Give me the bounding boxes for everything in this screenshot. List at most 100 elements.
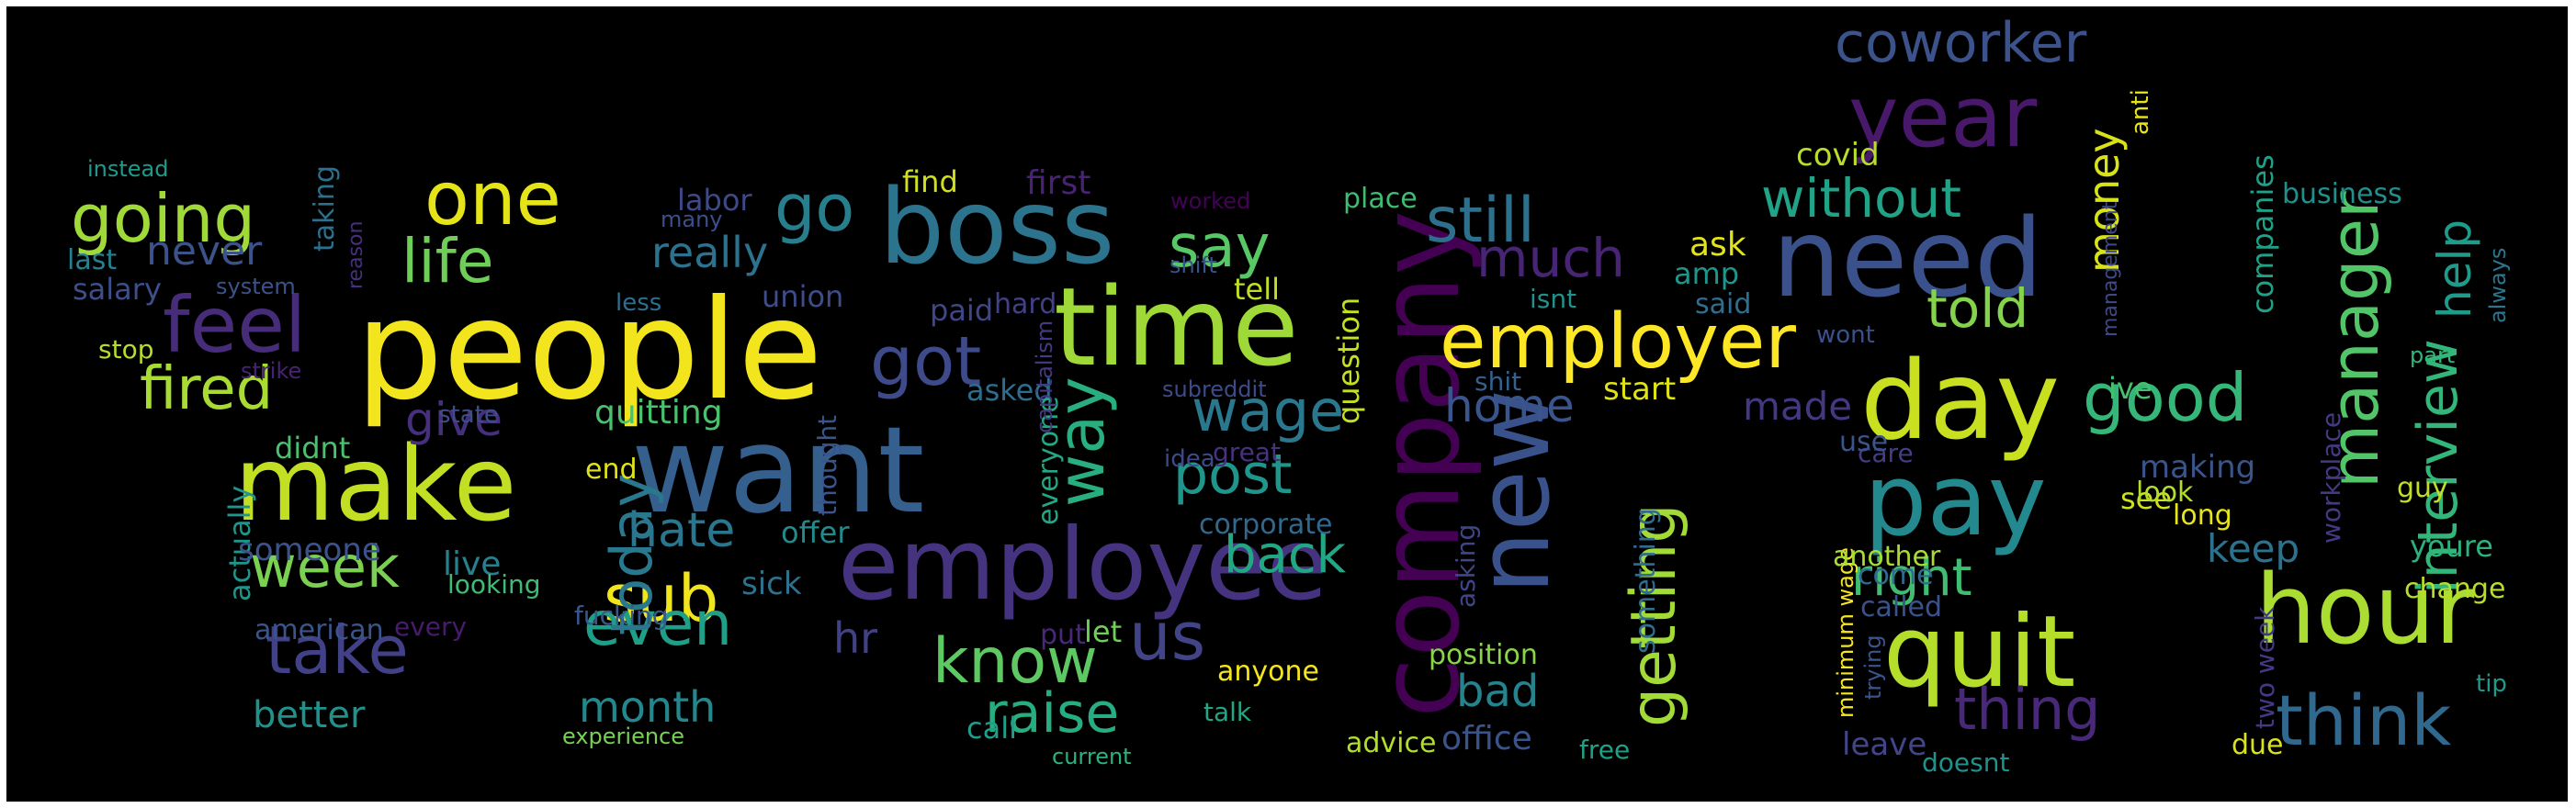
word-asking: asking: [1451, 523, 1481, 608]
word-raise: raise: [985, 681, 1120, 746]
word-think: think: [2276, 679, 2452, 761]
word-even: even: [583, 589, 733, 659]
word-covid: covid: [1796, 137, 1880, 174]
word-isnt: isnt: [1530, 284, 1577, 314]
word-great: great: [1213, 437, 1282, 467]
word-something: something: [1630, 508, 1662, 654]
word-really: really: [651, 228, 769, 277]
word-leave: leave: [1842, 726, 1927, 763]
word-find: find: [902, 164, 958, 199]
word-free: free: [1579, 735, 1631, 765]
word-see: see: [2120, 481, 2173, 516]
word-instead: instead: [87, 156, 169, 182]
word-paid: paid: [930, 293, 994, 328]
word-week: week: [250, 533, 400, 600]
word-use: use: [1839, 426, 1889, 458]
word-take: take: [266, 612, 409, 689]
word-reason: reason: [345, 220, 367, 289]
word-one: one: [424, 156, 561, 241]
word-put: put: [1040, 619, 1086, 651]
word-stop: stop: [98, 334, 154, 365]
word-position: position: [1429, 639, 1538, 671]
word-guy: guy: [2397, 472, 2448, 504]
word-need: need: [1772, 195, 2043, 321]
word-care: care: [1858, 438, 1914, 468]
word-live: live: [443, 545, 502, 583]
word-companies: companies: [2245, 154, 2280, 314]
word-back: back: [1224, 525, 1347, 585]
word-come: come: [1858, 559, 1934, 591]
word-didnt: didnt: [275, 431, 351, 466]
word-start: start: [1603, 371, 1677, 408]
word-quitting: quitting: [594, 394, 723, 432]
word-many: many: [661, 207, 723, 232]
word-thought: thought: [812, 414, 842, 516]
word-office: office: [1441, 720, 1532, 758]
word-coworker: coworker: [1835, 11, 2087, 75]
word-anti: anti: [2127, 89, 2154, 135]
word-due: due: [2231, 729, 2284, 761]
word-thing: thing: [1954, 676, 2101, 743]
word-want: want: [631, 400, 925, 540]
word-two-week: two week: [2250, 606, 2280, 729]
word-hard: hard: [994, 288, 1057, 320]
word-business: business: [2282, 178, 2402, 210]
word-give: give: [405, 393, 503, 446]
word-still: still: [1426, 185, 1535, 257]
word-ask: ask: [1689, 226, 1746, 264]
word-time: time: [1054, 264, 1299, 390]
word-hr: hr: [833, 613, 878, 663]
word-capitalism: capitalism: [1032, 320, 1057, 433]
word-strike: strike: [241, 358, 302, 384]
word-someone: someone: [238, 532, 381, 568]
word-talk: talk: [1203, 697, 1252, 727]
word-better: better: [253, 694, 366, 736]
word-quit: quit: [1883, 595, 2076, 710]
word-first: first: [1026, 164, 1091, 202]
word-life: life: [401, 226, 494, 297]
word-keep: keep: [2207, 526, 2300, 571]
word-know: know: [932, 625, 1098, 698]
word-day: day: [1860, 337, 2061, 464]
word-every: every: [394, 612, 468, 642]
word-worked: worked: [1170, 188, 1251, 214]
word-always: always: [2485, 247, 2511, 323]
word-go: go: [774, 171, 855, 246]
word-last: last: [67, 244, 118, 276]
word-bad: bad: [1456, 666, 1540, 717]
word-us: us: [1129, 598, 1206, 675]
word-employee: employee: [838, 508, 1328, 623]
word-employer: employer: [1440, 298, 1797, 386]
word-never: never: [146, 228, 263, 275]
word-trying: trying: [1860, 634, 1886, 700]
word-much: much: [1476, 227, 1625, 289]
word-taking: taking: [309, 165, 341, 252]
word-system: system: [216, 274, 296, 299]
word-sub: sub: [604, 561, 719, 636]
word-idea: idea: [1164, 445, 1215, 473]
word-offer: offer: [781, 515, 850, 550]
word-amp: amp: [1674, 256, 1740, 291]
word-shift: shift: [1169, 252, 1217, 278]
word-asked: asked: [966, 373, 1053, 408]
word-doesnt: doesnt: [1922, 747, 2010, 778]
word-call: call: [966, 711, 1017, 746]
word-question: question: [1331, 297, 1366, 424]
word-let: let: [1084, 614, 1123, 649]
word-going: going: [71, 180, 256, 257]
word-without: without: [1761, 167, 1962, 230]
word-advice: advice: [1346, 727, 1437, 759]
word-anyone: anyone: [1217, 656, 1319, 688]
word-sick: sick: [741, 566, 802, 602]
word-wage: wage: [1192, 377, 1345, 444]
word-said: said: [1695, 288, 1752, 320]
word-told: told: [1926, 277, 2029, 340]
word-year: year: [1848, 68, 2038, 166]
word-union: union: [762, 279, 844, 314]
word-looking: looking: [447, 569, 541, 600]
word-workplace: workplace: [2316, 411, 2346, 544]
word-called: called: [1860, 591, 1943, 623]
word-make: make: [234, 425, 517, 544]
word-experience: experience: [562, 724, 685, 749]
word-pay: pay: [1864, 443, 2047, 558]
